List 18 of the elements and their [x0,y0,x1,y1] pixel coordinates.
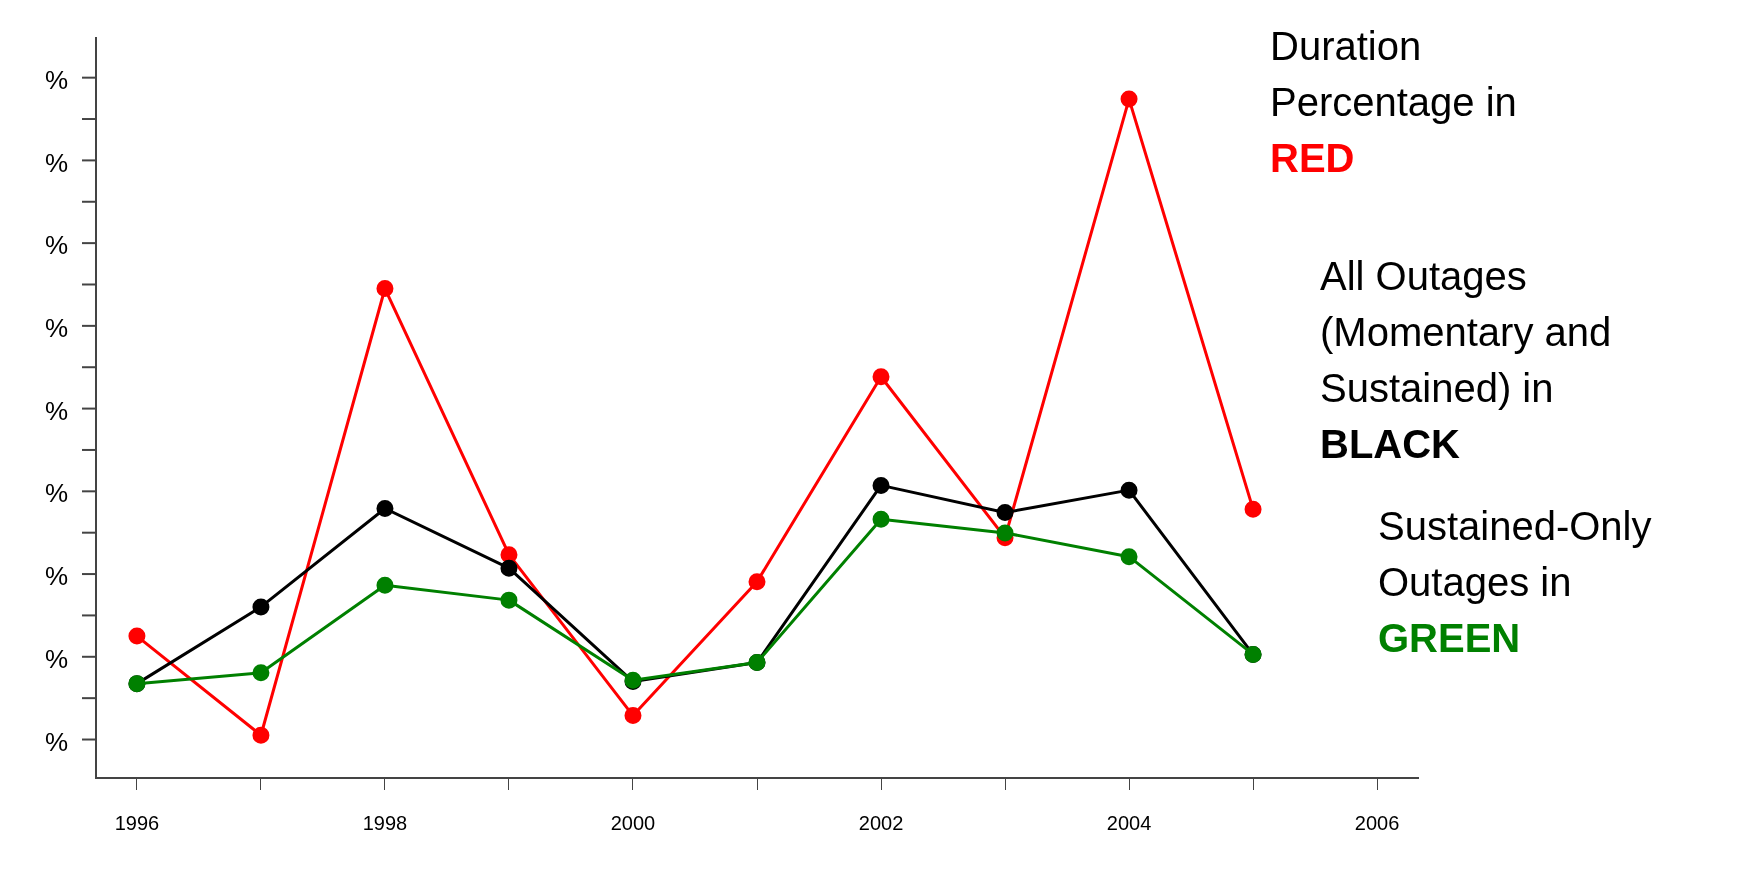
x-tick-label: 2002 [858,811,904,834]
x-tick-label: 2006 [1354,811,1400,834]
text: % [44,478,68,509]
x-tick-label: 1996 [114,811,160,834]
text: % [44,313,68,344]
text: % [44,230,68,261]
text: % [44,64,68,95]
annotation: All Outages (Momentary and Sustained) in BLACK [1320,254,1612,466]
x-tick-label: 2000 [610,811,656,834]
text: % [44,726,68,757]
annotation: Duration Percentage in RED [1270,24,1517,180]
text: % [44,147,68,178]
text: % [44,643,68,674]
x-tick-label: 2004 [1106,811,1152,834]
text: % [44,561,68,592]
x-tick-label: 1998 [362,811,408,834]
text: % [44,395,68,426]
annotation: Sustained-Only Outages in GREEN [1378,504,1652,660]
